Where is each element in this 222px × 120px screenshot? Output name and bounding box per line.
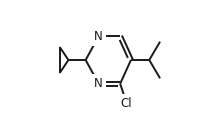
Text: N: N (94, 77, 103, 90)
Text: Cl: Cl (121, 97, 133, 110)
Text: N: N (94, 30, 103, 43)
